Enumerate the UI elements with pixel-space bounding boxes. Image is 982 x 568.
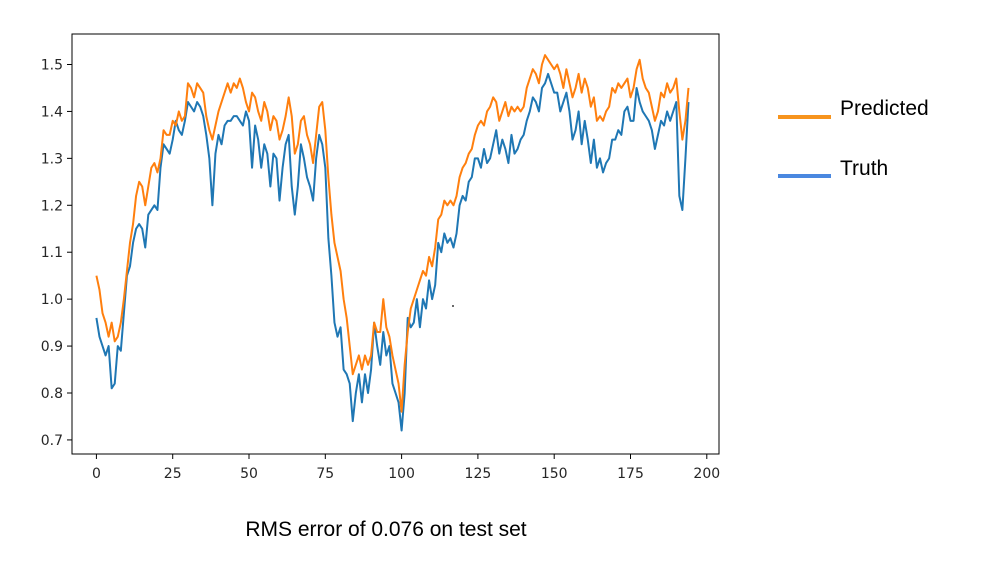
x-tick-label: 125	[465, 466, 492, 482]
x-axis: 0 25 50 75 100 125 150 175 200	[92, 454, 720, 482]
x-tick-label: 100	[388, 466, 415, 482]
y-tick-label: 0.9	[41, 339, 63, 355]
x-tick-label: 25	[164, 466, 182, 482]
x-tick-label: 175	[617, 466, 644, 482]
y-tick-label: 1.3	[41, 151, 63, 167]
series-lines	[95, 54, 690, 432]
legend-label-predicted: Predicted	[840, 97, 929, 120]
x-tick-label: 75	[316, 466, 334, 482]
x-tick-label: 0	[92, 466, 101, 482]
x-tick-label: 200	[693, 466, 720, 482]
y-tick-label: 1.1	[41, 245, 63, 261]
x-tick-label: 150	[541, 466, 568, 482]
chart-caption: RMS error of 0.076 on test set	[245, 518, 527, 541]
y-tick-label: 1.4	[41, 104, 63, 120]
y-tick-label: 1.2	[41, 198, 63, 214]
y-axis: 0.7 0.8 0.9 1.0 1.1 1.2 1.3 1.4 1.5	[41, 58, 72, 449]
stray-dot	[452, 305, 454, 307]
y-tick-label: 0.7	[41, 433, 63, 449]
series-line-truth	[95, 72, 690, 432]
series-line-predicted	[95, 54, 690, 413]
y-tick-label: 1.5	[41, 58, 63, 74]
y-tick-label: 0.8	[41, 386, 63, 402]
x-tick-label: 50	[240, 466, 258, 482]
legend: Predicted Truth	[778, 97, 929, 180]
legend-label-truth: Truth	[840, 157, 888, 180]
plot-frame	[71, 33, 720, 455]
y-tick-label: 1.0	[41, 292, 63, 308]
